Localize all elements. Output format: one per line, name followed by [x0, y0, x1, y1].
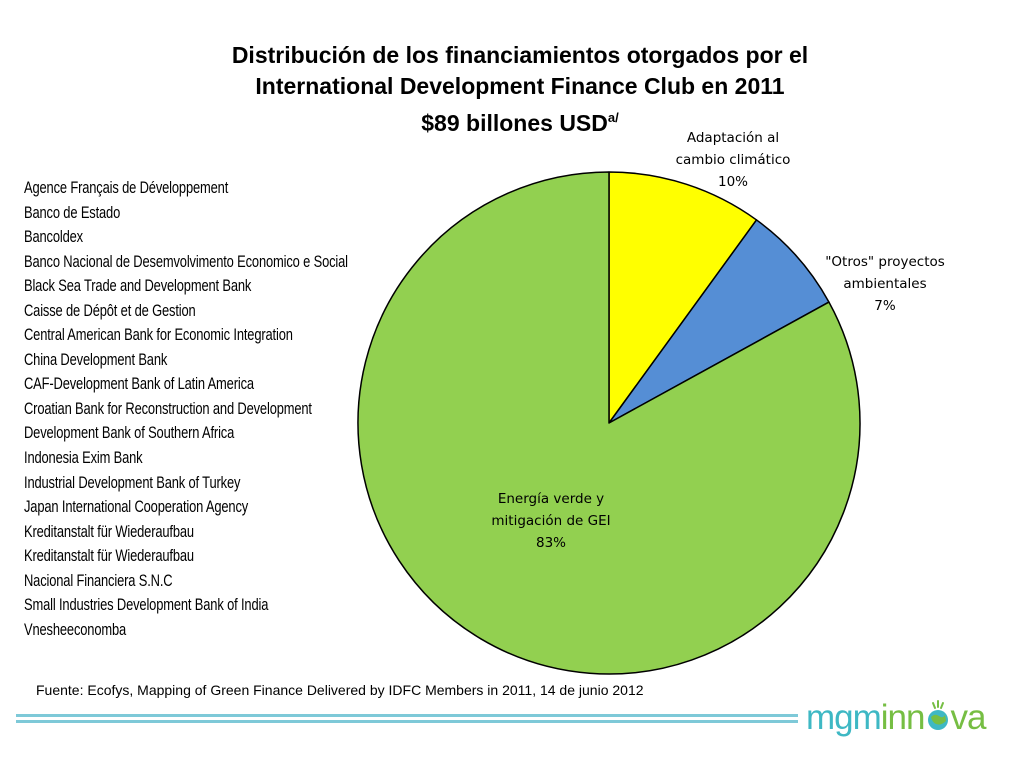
- member-item: Development Bank of Southern Africa: [24, 423, 235, 443]
- slice-label-line: cambio climático: [676, 152, 791, 168]
- slice-label-line: ambientales: [843, 276, 926, 292]
- globe-icon: [927, 700, 948, 730]
- member-item: Indonesia Exim Bank: [24, 448, 143, 468]
- member-item: CAF-Development Bank of Latin America: [24, 374, 254, 394]
- member-item: Agence Français de Développement: [24, 178, 229, 197]
- member-item: Banco Nacional de Desemvolvimento Econom…: [24, 251, 348, 271]
- logo-text-inn: inn: [880, 698, 926, 737]
- member-item: Central American Bank for Economic Integ…: [24, 325, 293, 345]
- slice-label: Adaptación al cambio climático 10%: [676, 130, 791, 190]
- member-item: Banco de Estado: [24, 202, 121, 222]
- slice-label-line: mitigación de GEI: [491, 513, 610, 529]
- pie-slice: [608, 219, 830, 424]
- member-item: Industrial Development Bank of Turkey: [24, 472, 241, 492]
- member-item: Bancoldex: [24, 227, 83, 247]
- slice-label-line: 83%: [536, 535, 566, 551]
- member-item: Kreditanstalt für Wiederaufbau: [24, 521, 194, 541]
- member-item: Caisse de Dépôt et de Gestion: [24, 300, 196, 320]
- title-footnote-mark: a/: [607, 110, 619, 125]
- source-note: Fuente: Ecofys, Mapping of Green Finance…: [36, 682, 644, 698]
- slice-label-line: 7%: [874, 298, 896, 314]
- slice-label-line: Energía verde y: [498, 491, 604, 507]
- member-item: Black Sea Trade and Development Bank: [24, 276, 252, 296]
- logo-text-va: va: [950, 698, 987, 737]
- slice-label-line: Adaptación al: [687, 130, 779, 146]
- slice-label-line: "Otros" proyectos: [825, 254, 945, 270]
- member-item: Vnesheeconomba: [24, 619, 127, 639]
- pie-slice: [357, 171, 861, 675]
- title-amount: $89 billones USD: [421, 110, 608, 136]
- title-line-3: $89 billones USDa/: [150, 102, 890, 139]
- member-item: Small Industries Development Bank of Ind…: [24, 595, 269, 615]
- member-item: China Development Bank: [24, 349, 168, 369]
- member-item: Kreditanstalt für Wiederaufbau: [24, 546, 194, 566]
- slice-label: Energía verde y mitigación de GEI 83%: [491, 491, 610, 551]
- pie-slice: [608, 171, 758, 424]
- member-item: Nacional Financiera S.N.C: [24, 570, 173, 590]
- logo-text-mgm: mgm: [806, 698, 882, 737]
- member-item: Croatian Bank for Reconstruction and Dev…: [24, 398, 312, 418]
- footer-rule: [16, 714, 798, 717]
- title-line-2: International Development Finance Club e…: [255, 73, 785, 99]
- member-list: Agence Français de Développement Banco d…: [24, 176, 450, 642]
- footer-rule: [16, 720, 798, 723]
- member-item: Japan International Cooperation Agency: [24, 497, 249, 517]
- title-line-1: Distribución de los financiamientos otor…: [231, 42, 809, 68]
- mgminnova-logo: mgminn va: [806, 698, 987, 738]
- slice-label-line: 10%: [718, 174, 748, 190]
- slice-label: "Otros" proyectos ambientales 7%: [825, 254, 945, 314]
- chart-title: Distribución de los financiamientos otor…: [150, 40, 890, 139]
